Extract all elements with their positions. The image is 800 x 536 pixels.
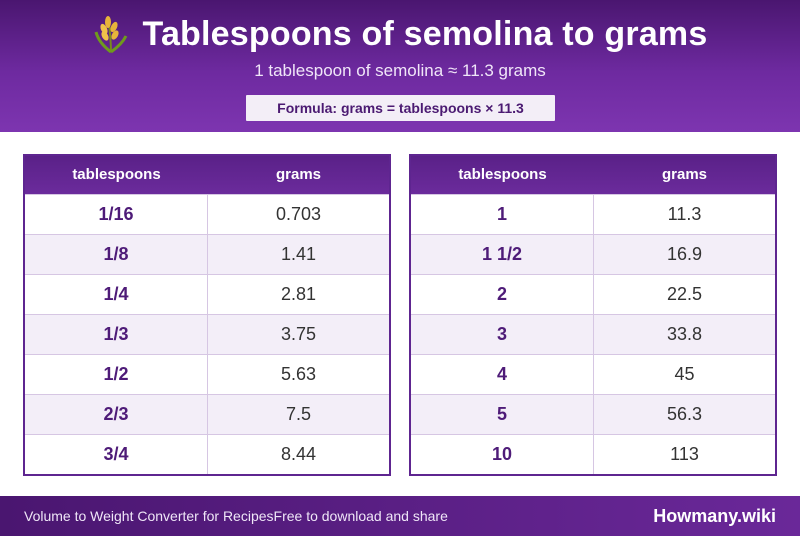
table-row: 1/3 3.75	[25, 314, 389, 354]
cell-grams: 16.9	[666, 244, 703, 264]
table-row: 10 113	[411, 434, 775, 474]
table-row: 2 22.5	[411, 274, 775, 314]
column-header-grams: grams	[661, 166, 708, 183]
table-header: tablespoons grams	[25, 156, 389, 194]
conversion-table-left: tablespoons grams 1/16 0.703 1/8 1.41 1/4 2.8…	[23, 154, 391, 476]
cell-tablespoons: 3/4	[25, 435, 208, 474]
cell-grams: 5.63	[280, 364, 317, 384]
cell-tablespoons: 1/4	[25, 275, 208, 314]
table-row: 1/4 2.81	[25, 274, 389, 314]
table-header: tablespoons grams	[411, 156, 775, 194]
table-body: 1/16 0.703 1/8 1.41 1/4 2.81 1/3 3.75 1/2 5.63 2/3…	[25, 194, 389, 474]
cell-tablespoons: 1/8	[25, 235, 208, 274]
cell-tablespoons: 1 1/2	[411, 235, 594, 274]
cell-tablespoons: 2	[411, 275, 594, 314]
cell-tablespoons: 5	[411, 395, 594, 434]
cell-tablespoons: 1	[411, 195, 594, 234]
cell-tablespoons: 2/3	[25, 395, 208, 434]
wheat-icon	[94, 16, 127, 54]
table-row: 1/2 5.63	[25, 354, 389, 394]
table-row: 3/4 8.44	[25, 434, 389, 474]
formula-badge: Formula: grams = tablespoons × 11.3	[246, 95, 555, 121]
column-header-tablespoons: tablespoons	[458, 166, 547, 183]
cell-grams: 33.8	[666, 324, 703, 344]
cell-tablespoons: 3	[411, 315, 594, 354]
cell-grams: 3.75	[280, 324, 317, 344]
column-header-grams: grams	[275, 166, 322, 183]
cell-grams: 113	[670, 444, 699, 464]
column-header-tablespoons: tablespoons	[72, 166, 161, 183]
conversion-table-right: tablespoons grams 1 11.3 1 1/2 16.9 2 22.5 3 33…	[409, 154, 777, 476]
title-row: Tablespoons of semolina to grams	[0, 14, 800, 54]
table-row: 1 11.3	[411, 194, 775, 234]
table-row: 1 1/2 16.9	[411, 234, 775, 274]
cell-tablespoons: 4	[411, 355, 594, 394]
cell-grams: 11.3	[667, 204, 702, 224]
cell-grams: 1.41	[280, 244, 317, 264]
table-row: 1/16 0.703	[25, 194, 389, 234]
cell-grams: 0.703	[275, 204, 322, 224]
cell-tablespoons: 10	[411, 435, 594, 474]
cell-grams: 7.5	[285, 404, 312, 424]
footer-text-share: Free to download and share	[273, 508, 448, 524]
cell-grams: 22.5	[666, 284, 703, 304]
cell-grams: 2.81	[280, 284, 317, 304]
cell-grams: 8.44	[280, 444, 317, 464]
cell-tablespoons: 1/2	[25, 355, 208, 394]
table-row: 5 56.3	[411, 394, 775, 434]
cell-tablespoons: 1/3	[25, 315, 208, 354]
table-row: 2/3 7.5	[25, 394, 389, 434]
page-subtitle: 1 tablespoon of semolina ≈ 11.3 grams	[254, 61, 546, 80]
table-row: 3 33.8	[411, 314, 775, 354]
table-row: 4 45	[411, 354, 775, 394]
table-body: 1 11.3 1 1/2 16.9 2 22.5 3 33.8 4 45 5 56.3 10 113	[411, 194, 775, 474]
footer-bar: Volume to Weight Converter for RecipesFr…	[0, 496, 800, 536]
cell-grams: 56.3	[666, 404, 703, 424]
header-banner: Tablespoons of semolina to grams 1 table…	[0, 0, 800, 132]
footer-text-converter: Volume to Weight Converter for Recipes	[24, 508, 274, 524]
cell-grams: 45	[674, 364, 695, 384]
table-row: 1/8 1.41	[25, 234, 389, 274]
cell-tablespoons: 1/16	[25, 195, 208, 234]
page-title: Tablespoons of semolina to grams	[142, 14, 708, 53]
footer-description: Volume to Weight Converter for RecipesFr…	[24, 496, 448, 536]
brand-link[interactable]: Howmany.wiki	[653, 506, 776, 526]
